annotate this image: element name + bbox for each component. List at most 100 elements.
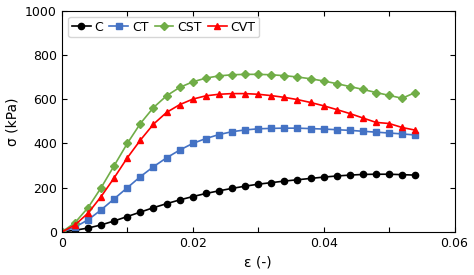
C	[229, 187, 235, 190]
CVT	[321, 104, 327, 108]
CST	[360, 88, 366, 91]
CST	[203, 76, 209, 80]
CT	[268, 127, 274, 130]
C	[255, 183, 261, 186]
CVT	[373, 121, 379, 124]
CVT	[177, 103, 182, 106]
CST	[177, 86, 182, 89]
CST	[347, 85, 353, 88]
CST	[268, 73, 274, 76]
CVT	[242, 92, 248, 95]
CST	[137, 122, 143, 125]
C	[125, 215, 130, 218]
CT	[98, 208, 104, 211]
CT	[255, 127, 261, 130]
Line: CST: CST	[59, 71, 419, 235]
CVT	[386, 122, 392, 125]
CVT	[268, 94, 274, 97]
C	[98, 223, 104, 227]
CST	[164, 94, 169, 97]
CST	[295, 75, 301, 79]
CST	[282, 74, 287, 77]
CVT	[282, 96, 287, 99]
C	[85, 226, 91, 230]
C	[268, 181, 274, 184]
C	[137, 210, 143, 214]
CST	[321, 79, 327, 82]
CT	[282, 126, 287, 130]
CT	[111, 197, 117, 200]
Legend: C, CT, CST, CVT: C, CT, CST, CVT	[68, 17, 259, 37]
C	[308, 177, 313, 180]
Line: CVT: CVT	[59, 90, 419, 235]
CT	[59, 230, 64, 234]
C	[282, 180, 287, 183]
CVT	[295, 98, 301, 101]
C	[72, 229, 78, 232]
CT	[203, 137, 209, 140]
CVT	[151, 123, 156, 126]
CVT	[347, 112, 353, 115]
CST	[72, 221, 78, 224]
CT	[72, 226, 78, 229]
CT	[242, 128, 248, 131]
CT	[177, 148, 182, 152]
CVT	[164, 111, 169, 114]
CST	[229, 73, 235, 76]
CVT	[255, 93, 261, 96]
C	[295, 178, 301, 182]
CT	[347, 129, 353, 132]
C	[321, 175, 327, 179]
C	[334, 174, 339, 178]
C	[386, 173, 392, 176]
CST	[125, 142, 130, 145]
CT	[125, 186, 130, 189]
CVT	[308, 101, 313, 104]
C	[59, 230, 64, 234]
X-axis label: ε (-): ε (-)	[245, 255, 272, 270]
CST	[412, 91, 418, 94]
C	[164, 202, 169, 205]
CST	[85, 206, 91, 209]
CT	[412, 133, 418, 137]
CT	[164, 156, 169, 160]
CT	[295, 126, 301, 130]
CST	[399, 97, 405, 100]
C	[347, 174, 353, 177]
CVT	[98, 195, 104, 198]
CT	[399, 132, 405, 136]
C	[399, 173, 405, 176]
CST	[373, 91, 379, 94]
CT	[308, 127, 313, 130]
CST	[216, 74, 222, 78]
C	[242, 185, 248, 188]
C	[151, 206, 156, 209]
C	[203, 192, 209, 195]
Line: C: C	[59, 171, 419, 235]
CT	[137, 175, 143, 178]
Line: CT: CT	[59, 125, 419, 235]
C	[177, 198, 182, 202]
Y-axis label: σ (kPa): σ (kPa)	[6, 97, 19, 145]
CVT	[125, 156, 130, 160]
CVT	[111, 176, 117, 179]
CST	[98, 186, 104, 189]
CT	[360, 130, 366, 133]
CT	[386, 131, 392, 135]
CST	[190, 80, 196, 84]
CT	[321, 127, 327, 131]
CT	[216, 133, 222, 136]
CVT	[137, 139, 143, 142]
CT	[334, 128, 339, 131]
CVT	[216, 93, 222, 96]
CVT	[399, 126, 405, 129]
CVT	[229, 92, 235, 95]
CT	[373, 131, 379, 134]
CST	[334, 82, 339, 85]
C	[216, 189, 222, 192]
C	[190, 195, 196, 198]
CVT	[72, 223, 78, 227]
CST	[308, 77, 313, 80]
CVT	[412, 128, 418, 132]
CST	[111, 164, 117, 167]
